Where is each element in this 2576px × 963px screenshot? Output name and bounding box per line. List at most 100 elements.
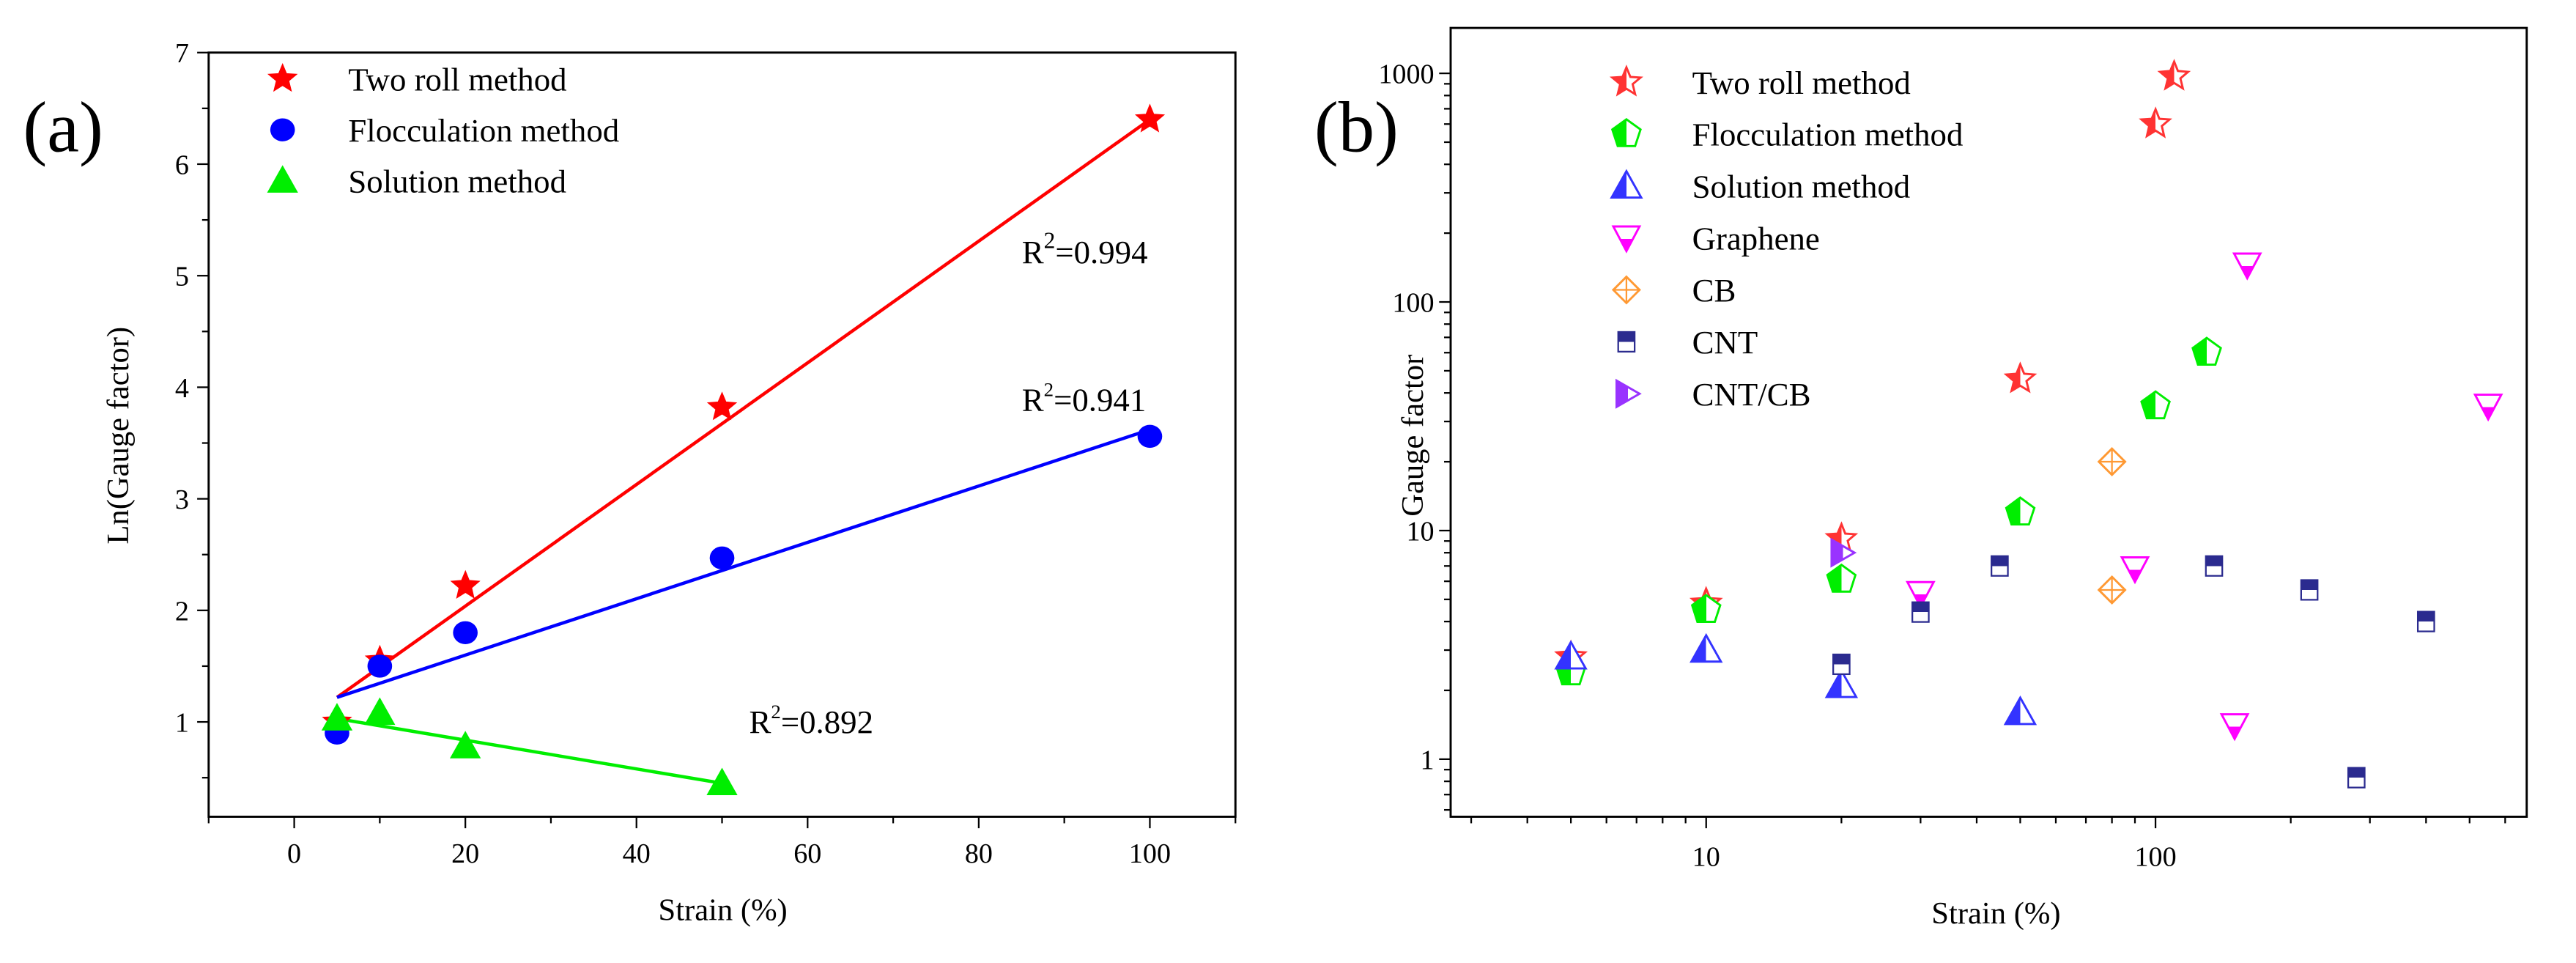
data-point-cnt (2205, 555, 2224, 577)
panel-b-xlabel: Strain (%) (1931, 896, 2060, 931)
y-tick-label: 1 (175, 708, 189, 739)
data-point-cnt (2347, 767, 2366, 789)
legend-label: CNT/CB (1692, 376, 1811, 413)
data-point-cnt (1911, 601, 1930, 623)
data-point-solution-method (321, 703, 353, 731)
panel-a-xlabel: Strain (%) (659, 893, 788, 928)
legend-marker-solution-method (1610, 169, 1643, 199)
legend-label: Solution method (348, 163, 566, 199)
r2-annotation-two-roll: R2=0.994 (1022, 228, 1148, 270)
data-point-cnt (2300, 579, 2319, 601)
data-point-cnt-cb (1830, 537, 1857, 568)
legend-item-solution-method: Solution method (267, 163, 566, 199)
data-point-graphene (1906, 580, 1936, 609)
x-tick-label: 100 (1129, 838, 1171, 869)
x-tick-label: 60 (793, 838, 821, 869)
legend-item-flocculation-method: Flocculation method (1610, 117, 1964, 153)
panel-a-chart: (a) 0 20 40 60 80 100 1 2 3 4 5 6 7 Two roll method F… (23, 38, 1237, 928)
data-point-two-roll-method (1134, 103, 1166, 133)
data-point-flocculation-method (709, 546, 735, 569)
data-point-flocculation-method (2005, 496, 2036, 525)
data-point-solution-method (1689, 632, 1723, 663)
legend-marker-flocculation-method (270, 118, 295, 141)
data-point-cnt (1991, 555, 2009, 577)
panel-b-chart: (b) 10 100 1 10 100 1000 Two roll method Flocc… (1314, 26, 2528, 931)
data-point-two-roll-method (450, 569, 481, 599)
y-tick-label: 6 (175, 150, 189, 180)
data-point-solution-method (1554, 640, 1588, 670)
legend-item-flocculation-method: Flocculation method (270, 112, 619, 149)
y-tick-label: 5 (175, 262, 189, 292)
data-point-solution-method (706, 767, 738, 796)
data-point-two-roll-method (2003, 361, 2038, 394)
legend-label: Graphene (1692, 220, 1820, 257)
data-point-cb (2097, 575, 2127, 605)
y-tick-label: 1 (1421, 745, 1435, 775)
legend-item-graphene: Graphene (1611, 220, 1820, 257)
data-point-two-roll-method (2157, 59, 2191, 91)
data-point-flocculation-method (1690, 594, 1722, 623)
legend-item-two-roll-method: Two roll method (1609, 64, 1911, 101)
panel-b-label: (b) (1314, 87, 1399, 167)
data-point-two-roll-method (706, 391, 738, 421)
data-point-graphene (2120, 556, 2150, 585)
data-point-graphene (2473, 394, 2503, 422)
panel-b-ylabel: Gauge factor (1396, 355, 1430, 517)
y-tick-label: 2 (175, 596, 189, 627)
legend-label: Flocculation method (1692, 117, 1964, 153)
data-point-solution-method (2003, 696, 2038, 726)
x-tick-label: 40 (623, 838, 651, 869)
data-point-cnt (1832, 653, 1851, 676)
data-point-flocculation-method (1137, 424, 1163, 449)
legend-marker-two-roll-method (1609, 64, 1643, 97)
y-tick-label: 7 (175, 38, 189, 69)
data-point-solution-method (364, 697, 396, 726)
r2-annotation-solution: R2=0.892 (750, 701, 874, 740)
data-point-flocculation-method (367, 654, 393, 678)
data-point-cb (2097, 447, 2127, 477)
y-tick-label: 4 (175, 373, 189, 404)
svg-text:R2=0.941: R2=0.941 (1022, 378, 1147, 418)
legend-label: Two roll method (1692, 64, 1911, 101)
legend-item-cnt: CNT (1617, 324, 1758, 361)
legend-marker-cnt (1617, 331, 1636, 353)
legend-label: CB (1692, 272, 1736, 309)
legend-label: Two roll method (348, 61, 566, 97)
panel-a-ylabel: Ln(Gauge factor) (101, 327, 136, 545)
legend-marker-flocculation-method (1610, 117, 1642, 147)
data-point-graphene (2219, 713, 2250, 742)
data-point-flocculation-method (453, 621, 478, 644)
svg-text:R2=0.994: R2=0.994 (1022, 228, 1148, 270)
data-point-cnt (2416, 610, 2435, 632)
legend-marker-two-roll-method (267, 62, 298, 92)
y-tick-label: 3 (175, 484, 189, 515)
legend-item-two-roll-method: Two roll method (267, 61, 567, 97)
x-tick-label: 20 (451, 838, 479, 869)
legend-marker-solution-method (267, 165, 298, 193)
r2-annotation-flocculation: R2=0.941 (1022, 378, 1147, 418)
fit-line-solution-method (336, 717, 722, 785)
x-tick-label: 10 (1692, 842, 1720, 873)
panel-a-label: (a) (23, 87, 103, 167)
y-tick-label: 10 (1406, 516, 1434, 547)
legend-label: Flocculation method (348, 112, 619, 149)
legend-label: CNT (1692, 324, 1758, 361)
svg-text:R2=0.892: R2=0.892 (750, 701, 874, 740)
data-point-two-roll-method (2139, 106, 2172, 139)
y-tick-label: 1000 (1378, 59, 1434, 90)
legend-marker-graphene (1611, 225, 1642, 254)
data-point-graphene (2232, 252, 2262, 281)
data-point-solution-method (450, 731, 481, 759)
x-tick-label: 80 (965, 838, 993, 869)
data-point-flocculation-method (2191, 336, 2222, 366)
legend-label: Solution method (1692, 169, 1911, 205)
y-tick-label: 100 (1392, 287, 1434, 318)
legend-item-cnt-cb: CNT/CB (1615, 376, 1811, 413)
data-point-flocculation-method (2140, 390, 2171, 420)
legend-item-solution-method: Solution method (1610, 169, 1911, 205)
fit-line-two-roll-method (336, 118, 1151, 699)
panel-b-frame (1449, 26, 2528, 818)
legend-marker-cb (1611, 275, 1641, 305)
legend-marker-cnt-cb (1615, 378, 1642, 409)
